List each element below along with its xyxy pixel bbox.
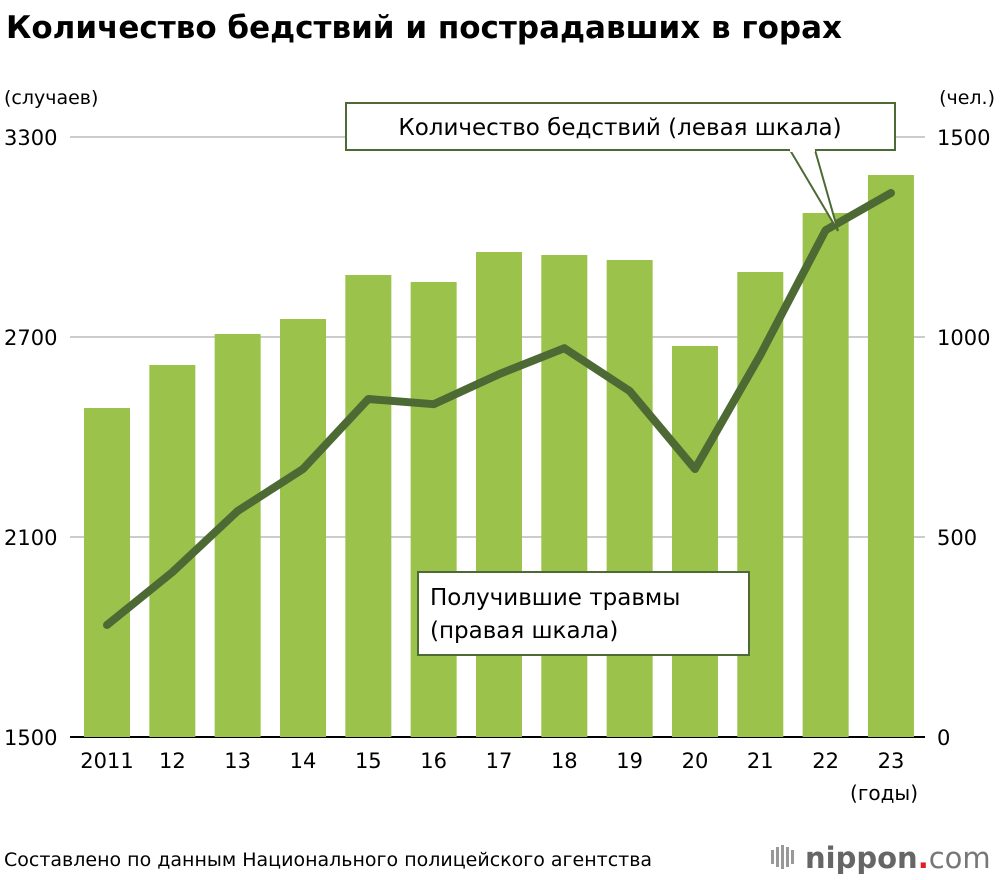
bar — [541, 255, 588, 737]
x-tick-label: 2011 — [80, 749, 133, 773]
x-tick-label: 13 — [224, 749, 251, 773]
x-tick-label: 20 — [682, 749, 709, 773]
x-tick-label: 16 — [420, 749, 447, 773]
x-tick-label: 14 — [290, 749, 317, 773]
x-tick-label: 19 — [616, 749, 643, 773]
bar — [737, 272, 784, 737]
bar — [867, 175, 914, 737]
bar — [279, 319, 326, 737]
right-tick-label: 500 — [937, 526, 977, 550]
x-tick-label: 17 — [486, 749, 513, 773]
bar — [802, 213, 849, 737]
svg-text:nippon.com: nippon.com — [805, 841, 991, 875]
chart-title: Количество бедствий и пострадавших в гор… — [6, 10, 842, 46]
x-tick-label: 15 — [355, 749, 382, 773]
left-tick-label: 3300 — [4, 126, 57, 150]
line-callout-text-1: Получившие травмы — [430, 585, 680, 611]
line-callout-text-2: (правая шкала) — [430, 618, 618, 644]
bar — [345, 275, 392, 737]
right-tick-label: 1000 — [937, 326, 990, 350]
bar-callout: Количество бедствий (левая шкала) — [345, 102, 896, 232]
bar — [606, 260, 653, 737]
x-tick-label: 22 — [812, 749, 839, 773]
bar — [84, 408, 130, 737]
bar — [410, 282, 457, 737]
bar — [671, 346, 718, 737]
x-tick-label: 18 — [551, 749, 578, 773]
left-tick-label: 1500 — [4, 726, 57, 750]
x-axis-label: (годы) — [850, 781, 918, 805]
right-tick-label: 0 — [937, 726, 950, 750]
right-axis-label: (чел.) — [939, 87, 995, 109]
left-axis-label: (случаев) — [4, 87, 98, 109]
source-note: Составлено по данным Национального полиц… — [4, 849, 652, 871]
bar — [475, 252, 522, 737]
line-callout: Получившие травмы (правая шкала) — [417, 571, 750, 656]
right-tick-label: 1500 — [937, 126, 990, 150]
nippon-logo: nippon.com — [771, 841, 991, 875]
x-tick-label: 12 — [159, 749, 186, 773]
left-tick-label: 2700 — [4, 326, 57, 350]
x-tick-label: 21 — [747, 749, 774, 773]
x-tick-label: 23 — [878, 749, 905, 773]
bar — [214, 334, 261, 737]
left-tick-label: 2100 — [4, 526, 57, 550]
bar-callout-text: Количество бедствий (левая шкала) — [398, 115, 841, 141]
bar — [149, 365, 196, 737]
